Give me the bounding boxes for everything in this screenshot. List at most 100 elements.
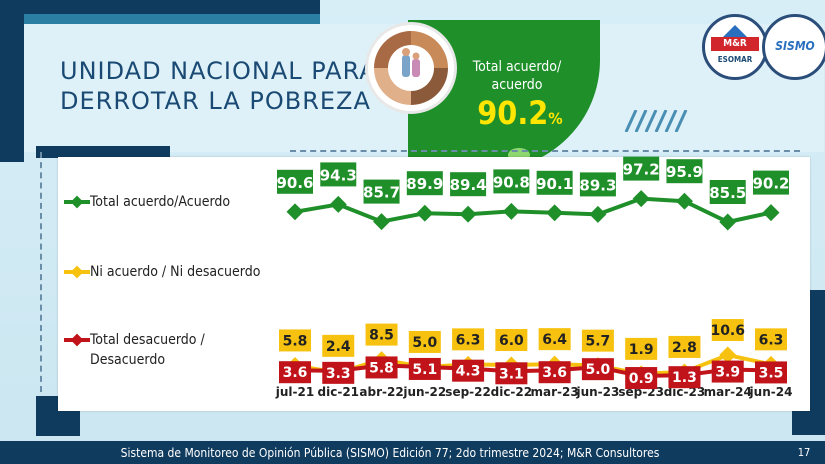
x-tick-label: sep-22 xyxy=(445,385,491,399)
stripes-decor xyxy=(624,110,688,132)
desacuerdo-data-label-box xyxy=(408,357,441,380)
legend-acuerdo: Total acuerdo/Acuerdo xyxy=(64,192,230,212)
acuerdo-data-label-box xyxy=(753,170,789,195)
x-tick-label: mar-24 xyxy=(704,385,752,399)
acuerdo-point xyxy=(502,202,520,220)
desacuerdo-data-label: 0.9 xyxy=(629,371,654,387)
ni-acuerdo-data-label-box xyxy=(322,334,355,357)
acuerdo-data-label-box xyxy=(450,172,487,197)
acuerdo-data-label-box xyxy=(493,169,530,194)
desacuerdo-data-label-box xyxy=(755,361,787,384)
hands-circle-photo xyxy=(365,22,457,114)
acuerdo-point xyxy=(589,205,607,223)
mr-logo-text: M&R xyxy=(711,37,759,51)
acuerdo-data-label: 94.3 xyxy=(320,166,357,184)
ni-acuerdo-data-label-box xyxy=(581,329,614,352)
acuerdo-data-label: 90.2 xyxy=(752,175,789,193)
desacuerdo-data-label: 3.6 xyxy=(283,365,308,381)
acuerdo-data-label-box xyxy=(406,171,443,196)
desacuerdo-data-label-box xyxy=(495,362,528,385)
desacuerdo-data-label: 3.5 xyxy=(759,365,784,381)
desacuerdo-data-label-box xyxy=(322,361,355,384)
x-tick-label: abr-22 xyxy=(359,385,403,399)
desacuerdo-data-label: 3.9 xyxy=(715,365,740,381)
desacuerdo-data-label: 5.1 xyxy=(412,362,437,378)
x-tick-label: dic-22 xyxy=(491,385,533,399)
desacuerdo-data-label: 3.3 xyxy=(326,366,351,382)
x-tick-label: jun-23 xyxy=(575,385,619,399)
footer-text: Sistema de Monitoreo de Opinión Pública … xyxy=(120,446,660,460)
acuerdo-line xyxy=(294,196,772,225)
acuerdo-point xyxy=(675,192,693,210)
callout-label-line-1: Total acuerdo/ xyxy=(472,59,562,75)
acuerdo-data-label: 90.6 xyxy=(276,174,313,192)
acuerdo-data-label: 85.5 xyxy=(709,184,746,202)
legend-marker xyxy=(64,265,90,279)
acuerdo-data-label-box xyxy=(363,179,400,204)
desacuerdo-data-label-box xyxy=(711,360,744,383)
ni-acuerdo-data-label: 8.5 xyxy=(369,328,394,344)
desacuerdo-data-label-box xyxy=(581,358,614,381)
acuerdo-data-label-box xyxy=(320,162,357,187)
page-title: UNIDAD NACIONAL PARA DERROTAR LA POBREZA xyxy=(60,56,377,116)
sismo-logo: SISMO xyxy=(762,14,825,80)
x-tick-label: dic-23 xyxy=(664,385,706,399)
legend-ni-acuerdo: Ni acuerdo / Ni desacuerdo xyxy=(64,262,260,282)
ni-acuerdo-data-label: 6.4 xyxy=(542,332,567,348)
desacuerdo-data-label-box xyxy=(365,356,398,379)
desacuerdo-data-label-box xyxy=(452,359,485,382)
acuerdo-point xyxy=(416,204,434,222)
ni-acuerdo-data-label: 5.7 xyxy=(586,334,611,350)
acuerdo-point xyxy=(286,203,304,221)
decor-dashed-horizontal xyxy=(290,150,800,152)
acuerdo-data-label: 85.7 xyxy=(363,184,400,202)
desacuerdo-data-label: 5.0 xyxy=(586,362,611,378)
decor-teal-band xyxy=(24,14,320,24)
legend-label-line: Total desacuerdo / xyxy=(90,332,205,348)
legend-label-line: Total acuerdo/Acuerdo xyxy=(90,194,231,210)
ni-acuerdo-data-label-box xyxy=(408,330,441,353)
title-line-1: UNIDAD NACIONAL PARA xyxy=(60,57,377,85)
callout-label: Total acuerdo/ acuerdo xyxy=(462,58,572,94)
acuerdo-point xyxy=(762,204,780,222)
ni-acuerdo-data-label-box xyxy=(625,337,658,360)
desacuerdo-data-label-box xyxy=(625,367,658,390)
ni-acuerdo-data-label-box xyxy=(755,328,787,351)
x-tick-label: mar-23 xyxy=(531,385,579,399)
acuerdo-data-label-box xyxy=(709,180,746,204)
legend-label-line: Ni acuerdo / Ni desacuerdo xyxy=(90,264,261,280)
acuerdo-data-label: 89.4 xyxy=(450,176,487,194)
ni-acuerdo-data-label-box xyxy=(711,319,744,342)
acuerdo-data-label-box xyxy=(277,169,313,194)
legend-marker xyxy=(64,195,90,209)
acuerdo-data-label-box xyxy=(666,159,703,184)
ni-acuerdo-data-label-box xyxy=(668,335,701,358)
acuerdo-point xyxy=(373,213,391,231)
legend-marker xyxy=(64,333,90,347)
mr-consultores-logo: M&R ESOMAR xyxy=(702,14,768,80)
callout-value: 90.2% xyxy=(470,94,570,132)
decor-dashed-vertical xyxy=(40,152,42,392)
desacuerdo-data-label: 1.3 xyxy=(672,370,697,386)
acuerdo-data-label: 90.1 xyxy=(536,175,573,193)
acuerdo-data-label-box xyxy=(536,170,573,195)
ni-acuerdo-data-label: 6.0 xyxy=(499,333,524,349)
desacuerdo-data-label: 3.6 xyxy=(542,365,567,381)
ni-acuerdo-data-label-box xyxy=(365,323,398,346)
x-tick-label: jul-21 xyxy=(275,385,314,399)
decor-left-bar xyxy=(0,22,24,162)
ni-acuerdo-data-label-box xyxy=(538,328,571,351)
acuerdo-data-label: 90.8 xyxy=(493,173,530,191)
ni-acuerdo-data-label-box xyxy=(495,329,528,351)
legend-desacuerdo: Total desacuerdo / Desacuerdo xyxy=(64,330,205,370)
acuerdo-point xyxy=(632,190,650,208)
acuerdo-data-label: 97.2 xyxy=(623,161,660,179)
hands-illustration-icon xyxy=(371,28,451,108)
legend-label: Ni acuerdo / Ni desacuerdo xyxy=(90,262,260,282)
desacuerdo-data-label: 3.1 xyxy=(499,366,524,382)
x-tick-label: jun-22 xyxy=(402,385,446,399)
desacuerdo-data-label: 4.3 xyxy=(456,364,481,380)
sismo-logo-text: SISMO xyxy=(775,39,815,53)
ni-acuerdo-data-label: 6.3 xyxy=(759,332,784,348)
